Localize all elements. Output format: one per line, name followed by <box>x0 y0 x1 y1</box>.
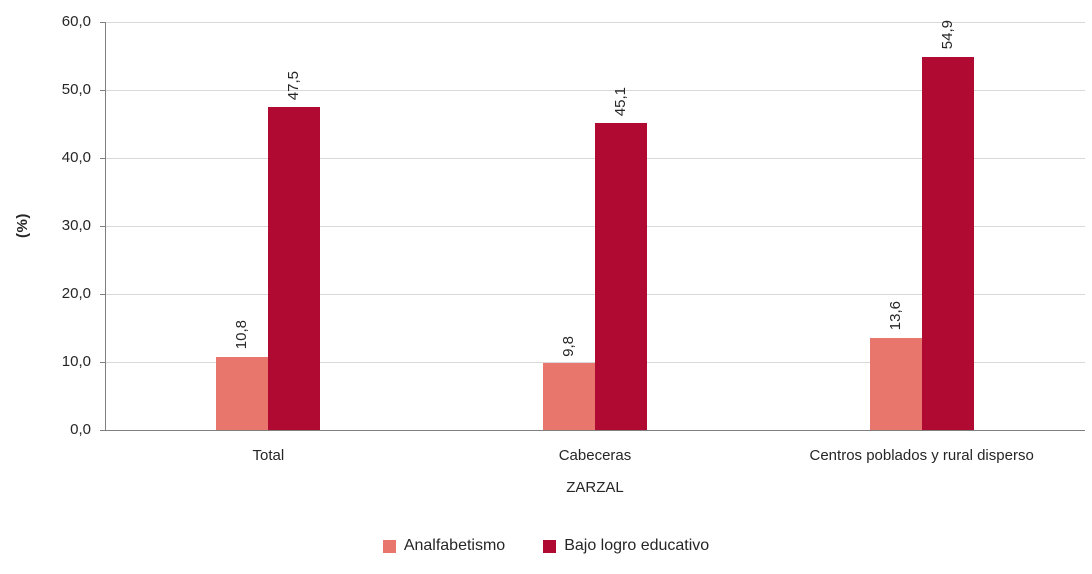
x-category-label: Total <box>252 447 285 464</box>
y-tick-mark <box>100 89 105 91</box>
x-axis-line <box>105 430 1085 431</box>
y-tick-label: 60,0 <box>61 13 91 30</box>
y-tick-label: 50,0 <box>61 81 91 98</box>
legend-item-analfabetismo: Analfabetismo <box>382 537 506 555</box>
bar-value-label: 47,5 <box>285 70 303 100</box>
y-tick-label: 10,0 <box>61 353 91 370</box>
bar-bajo-logro-educativo <box>595 123 647 430</box>
y-tick-label: 30,0 <box>61 217 91 234</box>
x-category-label: Centros poblados y rural disperso <box>809 447 1034 464</box>
bar-value-label: 10,8 <box>233 320 251 350</box>
bar-bajo-logro-educativo <box>268 107 321 430</box>
gridline <box>105 21 1085 23</box>
bar-value-label: 45,1 <box>612 87 629 117</box>
legend-label: Bajo logro educativo <box>564 537 710 554</box>
gridline <box>105 89 1085 91</box>
legend-swatch <box>382 539 396 553</box>
bar-value-label: 9,8 <box>560 335 577 357</box>
y-tick-label: 40,0 <box>61 149 91 166</box>
y-tick-label: 20,0 <box>61 285 91 302</box>
x-axis-title: ZARZAL <box>566 479 624 496</box>
legend-item-bajo-logro-educativo: Bajo logro educativo <box>543 537 709 555</box>
y-tick-mark <box>100 429 105 431</box>
y-tick-mark <box>100 361 105 363</box>
bar-value-label: 13,6 <box>886 301 904 331</box>
y-tick-mark <box>100 225 105 227</box>
legend-swatch <box>543 539 557 553</box>
bar-bajo-logro-educativo <box>921 56 974 430</box>
y-tick-mark <box>100 21 105 23</box>
chart-legend: Analfabetismo Bajo logro educativo <box>0 537 1092 555</box>
bar-analfabetismo <box>543 363 595 430</box>
bar-analfabetismo <box>216 356 269 430</box>
y-axis-line <box>105 22 106 430</box>
bar-value-label: 54,9 <box>938 20 956 50</box>
x-category-label: Cabeceras <box>558 447 632 464</box>
legend-label: Analfabetismo <box>403 537 506 554</box>
y-tick-mark <box>100 157 105 159</box>
bar-analfabetismo <box>869 337 922 430</box>
y-tick-mark <box>100 293 105 295</box>
y-tick-label: 0,0 <box>70 421 91 438</box>
